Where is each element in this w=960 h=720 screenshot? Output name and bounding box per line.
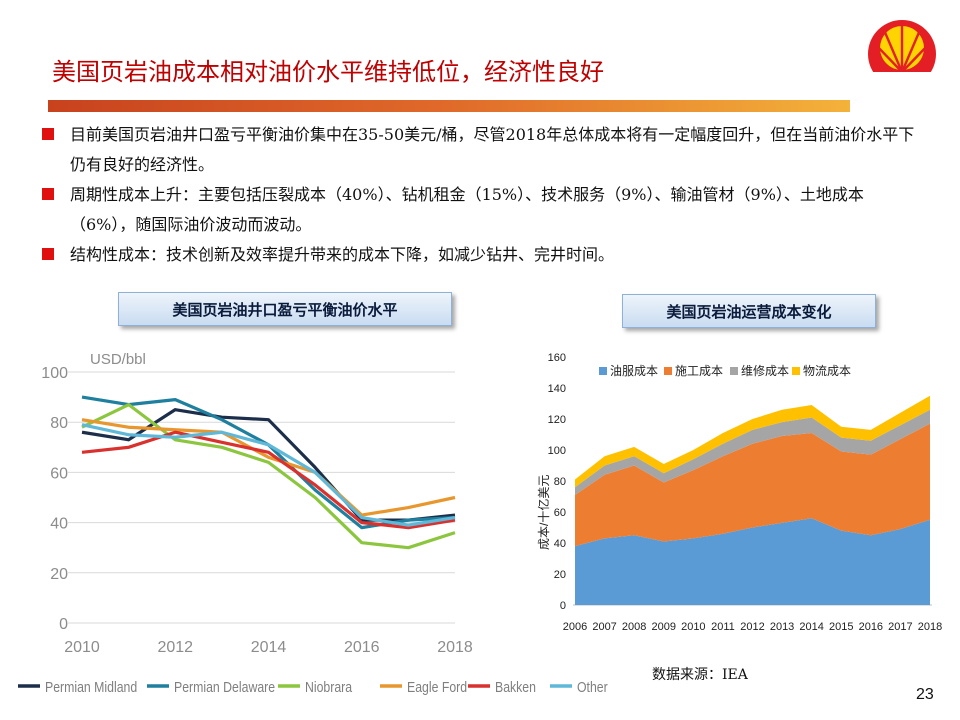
x-tick-label: 2008 — [622, 621, 646, 633]
legend-label: 维修成本 — [741, 363, 789, 378]
bullet-square-icon — [42, 188, 54, 200]
area-series — [575, 423, 930, 547]
series-line — [81, 418, 456, 517]
x-tick-label: 2006 — [563, 621, 587, 633]
legend-swatch — [664, 367, 672, 375]
x-tick-label: 2016 — [859, 621, 883, 633]
left-chart-label: 美国页岩油井口盈亏平衡油价水平 — [118, 292, 452, 326]
bullet-text: 目前美国页岩油井口盈亏平衡油价集中在35-50美元/桶，尽管2018年总体成本将… — [70, 125, 915, 174]
right-chart-label: 美国页岩油运营成本变化 — [622, 294, 876, 328]
legend-swatch — [599, 367, 607, 375]
x-tick-label: 2012 — [740, 621, 764, 633]
y-tick-label: 40 — [50, 516, 68, 533]
series-line — [81, 423, 456, 527]
page-number: 23 — [916, 686, 934, 703]
legend-label: 油服成本 — [610, 364, 658, 378]
y-axis-unit-label: USD/bbl — [90, 351, 146, 368]
bullet-item: 周期性成本上升：主要包括压裂成本（40%）、钻机租金（15%）、技术服务（9%）… — [40, 180, 930, 240]
legend-label: Bakken — [495, 679, 536, 695]
x-tick-label: 2011 — [711, 621, 735, 633]
x-tick-label: 2014 — [799, 621, 823, 633]
company-logo-icon — [868, 20, 936, 90]
x-tick-label: 2007 — [592, 621, 616, 633]
area-series — [575, 409, 930, 495]
x-tick-label: 2010 — [64, 639, 100, 656]
legend-swatch — [792, 367, 800, 375]
line-chart-legend: Permian Midland Permian Delaware Niobrara E… — [18, 679, 608, 695]
legend-label: Other — [577, 679, 608, 695]
legend-label: Permian Delaware — [174, 679, 275, 695]
y-tick-label: 80 — [554, 476, 566, 488]
x-tick-label: 2018 — [437, 639, 473, 656]
y-tick-label: 20 — [50, 566, 68, 583]
legend-label: Niobrara — [305, 679, 352, 695]
bullet-list: 目前美国页岩油井口盈亏平衡油价集中在35-50美元/桶，尽管2018年总体成本将… — [40, 120, 930, 270]
legend-swatch — [730, 367, 738, 375]
legend-label: Eagle Ford — [407, 679, 467, 695]
series-line — [81, 408, 456, 522]
x-tick-label: 2010 — [681, 621, 705, 633]
y-tick-label: 60 — [50, 465, 68, 482]
breakeven-line-chart: 0 20 40 60 80 100 USD/bbl 2010 2012 2014 2016 2018 — [41, 351, 473, 656]
title-underline-bar — [48, 100, 850, 112]
bullet-item: 结构性成本：技术创新及效率提升带来的成本下降，如减少钻井、完井时间。 — [40, 240, 930, 270]
area-series — [575, 395, 930, 488]
legend-label: Permian Midland — [45, 679, 137, 695]
y-tick-label: 100 — [41, 365, 68, 382]
bullet-text: 周期性成本上升：主要包括压裂成本（40%）、钻机租金（15%）、技术服务（9%）… — [70, 185, 864, 234]
x-tick-label: 2014 — [251, 639, 287, 656]
y-tick-label: 0 — [59, 616, 68, 633]
x-tick-label: 2012 — [157, 639, 193, 656]
operating-cost-area-chart: 0 20 40 60 80 100 120 140 160 2006 2007 2008 2009 201… — [536, 352, 942, 633]
bullet-text: 结构性成本：技术创新及效率提升带来的成本下降，如减少钻井、完井时间。 — [70, 245, 615, 264]
x-tick-label: 2017 — [888, 621, 912, 633]
bullet-square-icon — [42, 248, 54, 260]
y-tick-label: 140 — [548, 383, 566, 395]
legend-label: 物流成本 — [803, 364, 851, 378]
x-tick-label: 2015 — [829, 621, 853, 633]
y-tick-label: 100 — [548, 445, 566, 457]
y-tick-label: 120 — [548, 414, 566, 426]
y-axis-label: 成本/十亿美元 — [536, 475, 551, 550]
y-tick-label: 40 — [554, 538, 566, 550]
y-tick-label: 160 — [548, 352, 566, 364]
bullet-item: 目前美国页岩油井口盈亏平衡油价集中在35-50美元/桶，尽管2018年总体成本将… — [40, 120, 930, 180]
area-series — [575, 518, 930, 605]
x-tick-label: 2009 — [652, 621, 676, 633]
x-tick-label: 2016 — [344, 639, 380, 656]
series-line — [81, 430, 456, 530]
x-tick-label: 2013 — [770, 621, 794, 633]
series-line — [81, 403, 456, 550]
y-tick-label: 80 — [50, 415, 68, 432]
legend-label: 施工成本 — [675, 364, 723, 378]
x-tick-label: 2018 — [918, 621, 942, 633]
bullet-square-icon — [42, 128, 54, 140]
y-tick-label: 20 — [554, 569, 566, 581]
y-tick-label: 60 — [554, 507, 566, 519]
slide-title: 美国页岩油成本相对油价水平维持低位，经济性良好 — [52, 58, 604, 86]
data-source-note: 数据来源：IEA — [652, 667, 748, 683]
y-tick-label: 0 — [560, 600, 566, 612]
